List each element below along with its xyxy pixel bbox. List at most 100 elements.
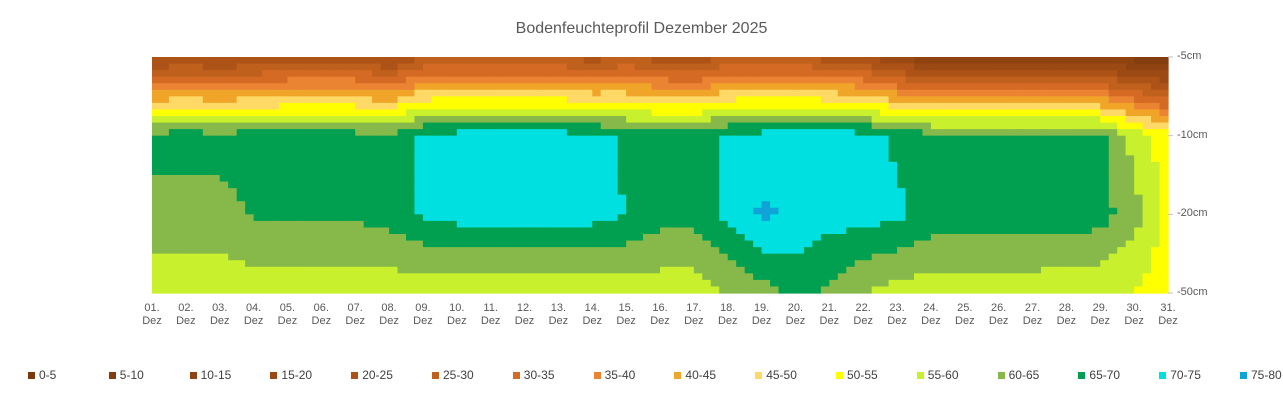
contour-cell bbox=[346, 102, 356, 111]
contour-cell bbox=[710, 253, 720, 261]
contour-cell bbox=[1151, 181, 1161, 189]
contour-cell bbox=[626, 63, 636, 71]
contour-cell bbox=[397, 286, 407, 294]
contour-cell bbox=[787, 135, 797, 143]
contour-cell bbox=[676, 194, 686, 202]
contour-cell bbox=[329, 194, 339, 202]
contour-cell bbox=[947, 129, 957, 137]
contour-cell bbox=[287, 201, 297, 209]
contour-cell bbox=[473, 214, 483, 222]
contour-cell bbox=[956, 155, 966, 163]
contour-cell bbox=[820, 286, 830, 294]
contour-cell bbox=[566, 70, 576, 78]
contour-cell bbox=[914, 214, 924, 222]
contour-cell bbox=[490, 253, 500, 261]
contour-cell bbox=[490, 155, 500, 163]
contour-cell bbox=[795, 161, 805, 170]
contour-cell bbox=[1134, 70, 1144, 78]
contour-cell bbox=[346, 227, 356, 235]
contour-cell bbox=[499, 207, 509, 215]
contour-cell bbox=[406, 63, 416, 71]
contour-cell bbox=[795, 253, 805, 261]
contour-cell bbox=[1151, 102, 1161, 111]
contour-cell bbox=[1024, 155, 1034, 163]
contour-cell bbox=[524, 247, 534, 255]
contour-cell bbox=[363, 234, 373, 242]
contour-cell bbox=[676, 253, 686, 261]
contour-cell bbox=[177, 76, 187, 84]
contour-cell bbox=[295, 181, 305, 189]
contour-cell bbox=[507, 286, 517, 294]
contour-cell bbox=[456, 63, 466, 71]
contour-cell bbox=[490, 63, 500, 71]
contour-cell bbox=[905, 207, 915, 215]
contour-cell bbox=[422, 129, 432, 137]
contour-cell bbox=[863, 135, 873, 143]
contour-cell bbox=[448, 181, 458, 189]
contour-cell bbox=[321, 142, 331, 150]
contour-cell bbox=[312, 188, 322, 196]
contour-cell bbox=[507, 207, 517, 215]
contour-cell bbox=[939, 102, 949, 111]
contour-cell bbox=[854, 148, 864, 156]
contour-cell bbox=[947, 155, 957, 163]
contour-cell bbox=[829, 266, 839, 274]
contour-cell bbox=[880, 102, 890, 111]
contour-cell bbox=[253, 63, 263, 71]
contour-cell bbox=[1117, 175, 1127, 183]
contour-cell bbox=[592, 247, 602, 255]
contour-cell bbox=[930, 181, 940, 189]
contour-cell bbox=[253, 168, 263, 176]
contour-cell bbox=[888, 135, 898, 143]
contour-cell bbox=[812, 266, 822, 274]
contour-cell bbox=[549, 155, 559, 163]
contour-cell bbox=[1049, 273, 1059, 281]
contour-cell bbox=[770, 109, 780, 117]
contour-cell bbox=[1159, 76, 1169, 84]
contour-cell bbox=[956, 253, 966, 261]
contour-cell bbox=[473, 109, 483, 117]
contour-cell bbox=[846, 89, 856, 97]
contour-cell bbox=[1151, 253, 1161, 261]
contour-cell bbox=[609, 57, 619, 65]
contour-cell bbox=[990, 129, 1000, 137]
contour-cell bbox=[930, 175, 940, 183]
contour-cell bbox=[312, 83, 322, 91]
contour-cell bbox=[211, 63, 221, 71]
contour-cell bbox=[930, 194, 940, 202]
contour-cell bbox=[803, 109, 813, 117]
contour-cell bbox=[905, 175, 915, 183]
contour-cell bbox=[490, 194, 500, 202]
contour-cell bbox=[998, 207, 1008, 215]
contour-cell bbox=[947, 148, 957, 156]
contour-cell bbox=[1007, 148, 1017, 156]
contour-cell bbox=[973, 181, 983, 189]
contour-cell bbox=[524, 102, 534, 111]
contour-cell bbox=[947, 168, 957, 176]
contour-cell bbox=[787, 109, 797, 117]
contour-cell bbox=[194, 83, 204, 91]
contour-cell bbox=[346, 57, 356, 65]
contour-cell bbox=[583, 135, 593, 143]
contour-cell bbox=[185, 102, 195, 111]
contour-cell bbox=[202, 89, 212, 97]
contour-cell bbox=[338, 194, 348, 202]
contour-cell bbox=[719, 89, 729, 97]
contour-cell bbox=[456, 148, 466, 156]
contour-cell bbox=[990, 214, 1000, 222]
contour-cell bbox=[270, 161, 280, 170]
contour-cell bbox=[863, 194, 873, 202]
contour-cell bbox=[1091, 161, 1101, 170]
contour-cell bbox=[702, 188, 712, 196]
contour-cell bbox=[211, 76, 221, 84]
contour-cell bbox=[846, 122, 856, 130]
contour-cell bbox=[1083, 63, 1093, 71]
contour-cell bbox=[922, 175, 932, 183]
contour-cell bbox=[761, 168, 771, 176]
contour-cell bbox=[761, 234, 771, 242]
contour-cell bbox=[770, 63, 780, 71]
legend-swatch bbox=[593, 371, 601, 379]
contour-cell bbox=[753, 129, 763, 137]
contour-cell bbox=[219, 89, 229, 97]
contour-cell bbox=[185, 266, 195, 274]
